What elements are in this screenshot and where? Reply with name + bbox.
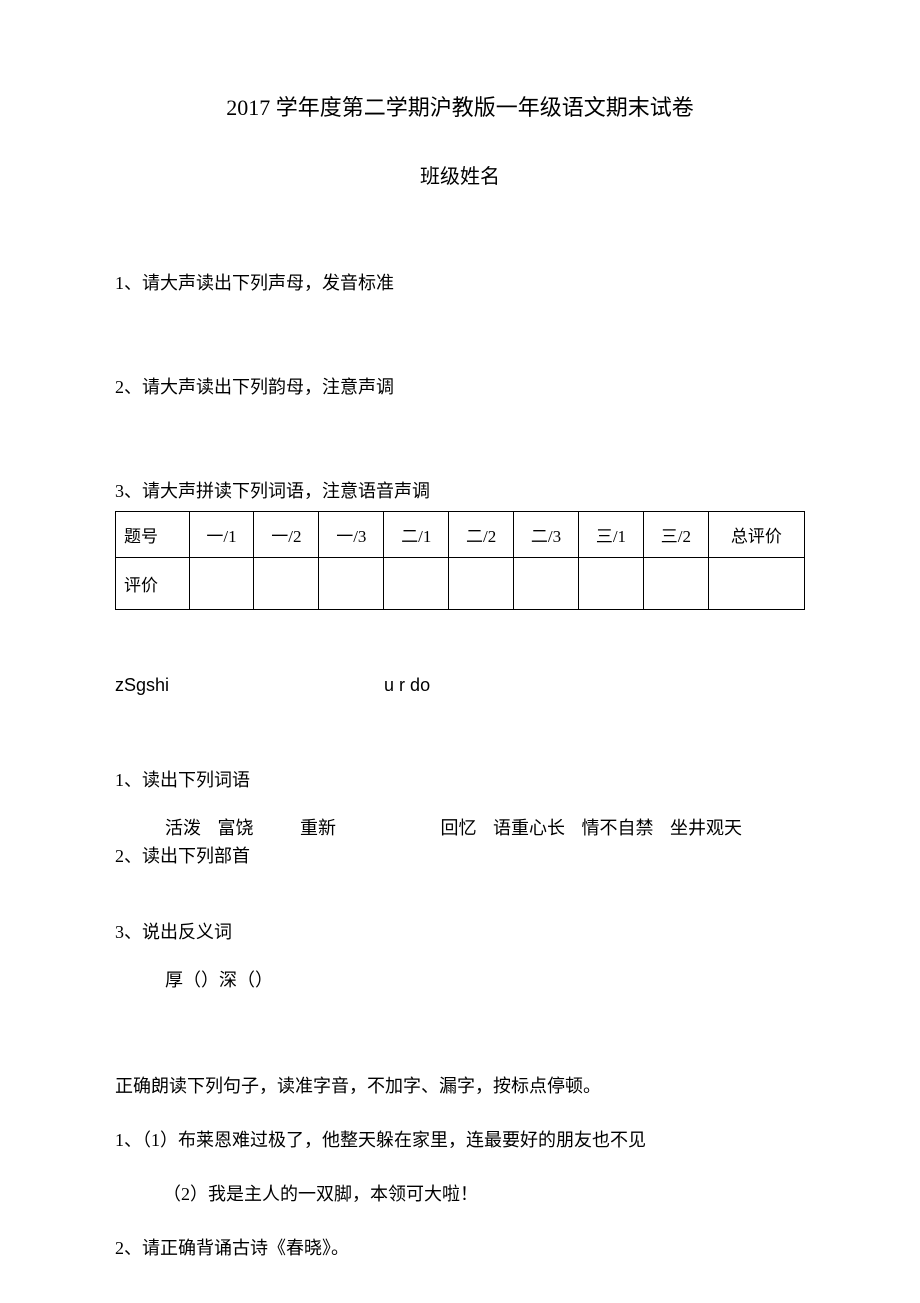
table-header-cell: 三/1 [579, 512, 644, 558]
antonym-line: 厚（）深（） [165, 966, 805, 992]
section2-q3: 3、说出反义词 [115, 918, 805, 944]
table-header-cell: 二/1 [384, 512, 449, 558]
table-cell [319, 558, 384, 610]
section3-q2: 2、请正确背诵古诗《春晓》。 [115, 1234, 805, 1260]
table-cell [643, 558, 708, 610]
table-header-cell: 一/2 [254, 512, 319, 558]
table-cell [449, 558, 514, 610]
table-header-cell: 二/3 [514, 512, 579, 558]
table-header-label: 题号 [116, 512, 190, 558]
table-header-cell: 一/3 [319, 512, 384, 558]
question-3: 3、请大声拼读下列词语，注意语音声调 [115, 477, 805, 503]
word-item: 活泼 [165, 818, 201, 838]
word-list: 活泼 富饶 重新 回忆 语重心长 情不自禁 坐井观天 [165, 814, 805, 840]
table-cell [254, 558, 319, 610]
word-item: 语重心长 [493, 818, 565, 838]
table-cell [514, 558, 579, 610]
table-cell [189, 558, 254, 610]
table-header-cell: 三/2 [643, 512, 708, 558]
question-1: 1、请大声读出下列声母，发音标准 [115, 269, 805, 295]
table-header-cell: 总评价 [708, 512, 804, 558]
table-cell [384, 558, 449, 610]
section3-q1a: 1、（1）布莱恩难过极了，他整天躲在家里，连最要好的朋友也不见 [115, 1126, 805, 1152]
table-cell [708, 558, 804, 610]
score-table: 题号 一/1 一/2 一/3 二/1 二/2 二/3 三/1 三/2 总评价 评… [115, 511, 805, 610]
word-item: 富饶 [218, 818, 254, 838]
word-item: 重新 [300, 818, 336, 838]
table-cell [579, 558, 644, 610]
section3-q1b: （2）我是主人的一双脚，本领可大啦！ [163, 1180, 805, 1206]
table-header-cell: 二/2 [449, 512, 514, 558]
question-2: 2、请大声读出下列韵母，注意声调 [115, 373, 805, 399]
word-item: 情不自禁 [582, 818, 654, 838]
table-header-cell: 一/1 [189, 512, 254, 558]
pinyin-2: u r do [384, 675, 430, 696]
table-row-label: 评价 [116, 558, 190, 610]
word-item: 坐井观天 [670, 818, 742, 838]
section2-q2: 2、读出下列部首 [115, 842, 805, 868]
section3-instruction: 正确朗读下列句子，读准字音，不加字、漏字，按标点停顿。 [115, 1072, 805, 1098]
exam-title: 2017 学年度第二学期沪教版一年级语文期末试卷 [115, 90, 805, 122]
pinyin-1: zSgshi [115, 675, 169, 696]
word-item: 回忆 [441, 818, 477, 838]
pinyin-row: zSgshi u r do [115, 675, 805, 696]
exam-subtitle: 班级姓名 [115, 160, 805, 189]
section2-q1: 1、读出下列词语 [115, 766, 805, 792]
